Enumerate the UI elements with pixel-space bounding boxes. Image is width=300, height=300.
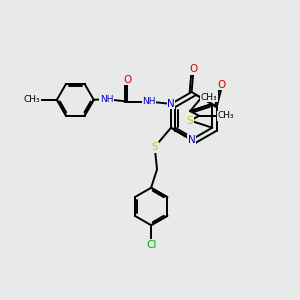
Text: N: N [167, 99, 175, 109]
Text: O: O [189, 64, 197, 74]
Text: Cl: Cl [146, 240, 156, 250]
Text: CH₃: CH₃ [218, 111, 234, 120]
Text: NH: NH [142, 97, 155, 106]
Text: S: S [152, 142, 158, 152]
Text: CH₃: CH₃ [201, 93, 217, 102]
Text: CH₃: CH₃ [24, 95, 40, 104]
Text: O: O [123, 75, 131, 85]
Text: NH: NH [100, 95, 113, 104]
Text: N: N [188, 135, 196, 145]
Text: O: O [217, 80, 225, 90]
Text: S: S [187, 116, 194, 125]
